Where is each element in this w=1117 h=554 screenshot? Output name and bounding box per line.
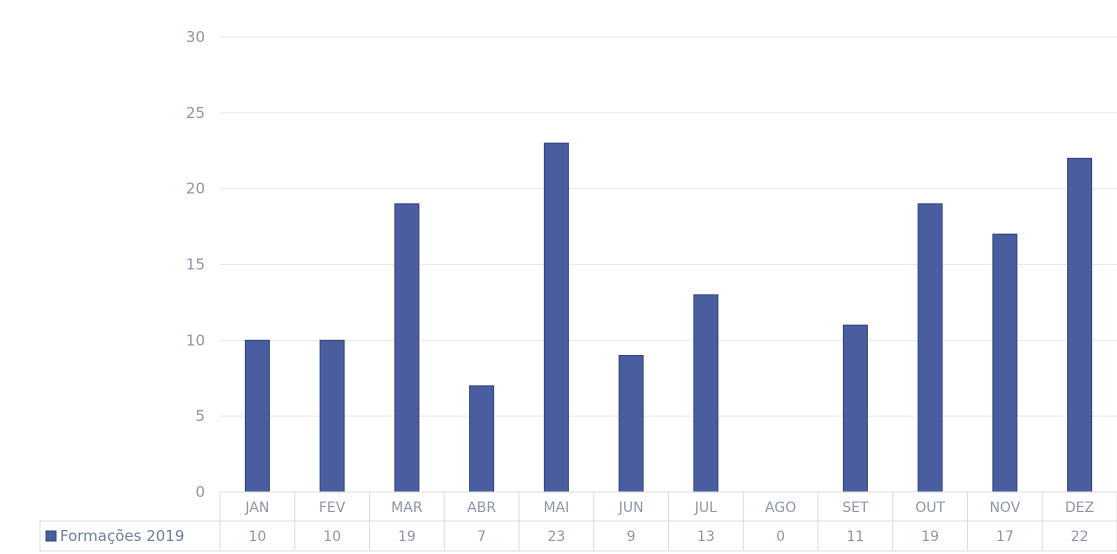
data-label-dez: 22 <box>1071 529 1089 545</box>
bar-set <box>842 324 868 493</box>
y-tick-label-30: 30 <box>186 28 205 46</box>
y-tick-label-10: 10 <box>186 331 205 349</box>
bar-jul <box>693 294 719 493</box>
data-label-mar: 19 <box>398 529 416 545</box>
data-label-abr: 7 <box>477 529 486 545</box>
data-label-jun: 9 <box>627 529 636 545</box>
category-label-jun: JUN <box>618 500 644 516</box>
data-label-jan: 10 <box>248 529 266 545</box>
y-axis: 0 5 10 15 20 25 30 <box>186 28 205 501</box>
bar-fev <box>319 339 345 493</box>
data-label-ago: 0 <box>776 529 785 545</box>
data-label-out: 19 <box>921 529 939 545</box>
category-label-out: OUT <box>915 500 945 516</box>
y-tick-label-15: 15 <box>186 256 205 274</box>
y-tick-label-0: 0 <box>195 483 205 501</box>
data-label-jul: 13 <box>697 529 715 545</box>
legend-label: Formações 2019 <box>60 527 184 545</box>
gridlines <box>220 36 1117 417</box>
category-label-set: SET <box>842 500 869 516</box>
data-label-set: 11 <box>846 529 864 545</box>
data-label-mai: 23 <box>547 529 565 545</box>
bars <box>244 142 1093 493</box>
data-label-fev: 10 <box>323 529 341 545</box>
y-tick-label-20: 20 <box>186 180 205 198</box>
bar-abr <box>469 385 495 493</box>
category-label-mar: MAR <box>391 500 423 516</box>
category-label-jul: JUL <box>694 500 717 516</box>
bar-nov <box>992 233 1018 493</box>
category-label-ago: AGO <box>765 500 796 516</box>
category-label-abr: ABR <box>467 500 496 516</box>
data-table: JAN 10 FEV 10 MAR 19 ABR 7 MAI 23 JUN 9 JUL 13 AGO 0 SET… <box>39 491 1117 552</box>
y-tick-label-25: 25 <box>186 104 205 122</box>
bar-out <box>917 203 943 493</box>
data-label-nov: 17 <box>996 529 1014 545</box>
category-label-mai: MAI <box>543 500 569 516</box>
legend-swatch <box>45 530 57 542</box>
y-tick-label-5: 5 <box>195 407 205 425</box>
bar-jan <box>244 339 270 493</box>
category-label-jan: JAN <box>244 500 269 516</box>
bar-dez <box>1067 157 1093 493</box>
category-label-fev: FEV <box>319 500 346 516</box>
category-label-nov: NOV <box>989 500 1020 516</box>
bar-jun <box>618 355 644 493</box>
bar-mai <box>543 142 569 493</box>
category-label-dez: DEZ <box>1065 500 1094 516</box>
bar-mar <box>394 203 420 493</box>
